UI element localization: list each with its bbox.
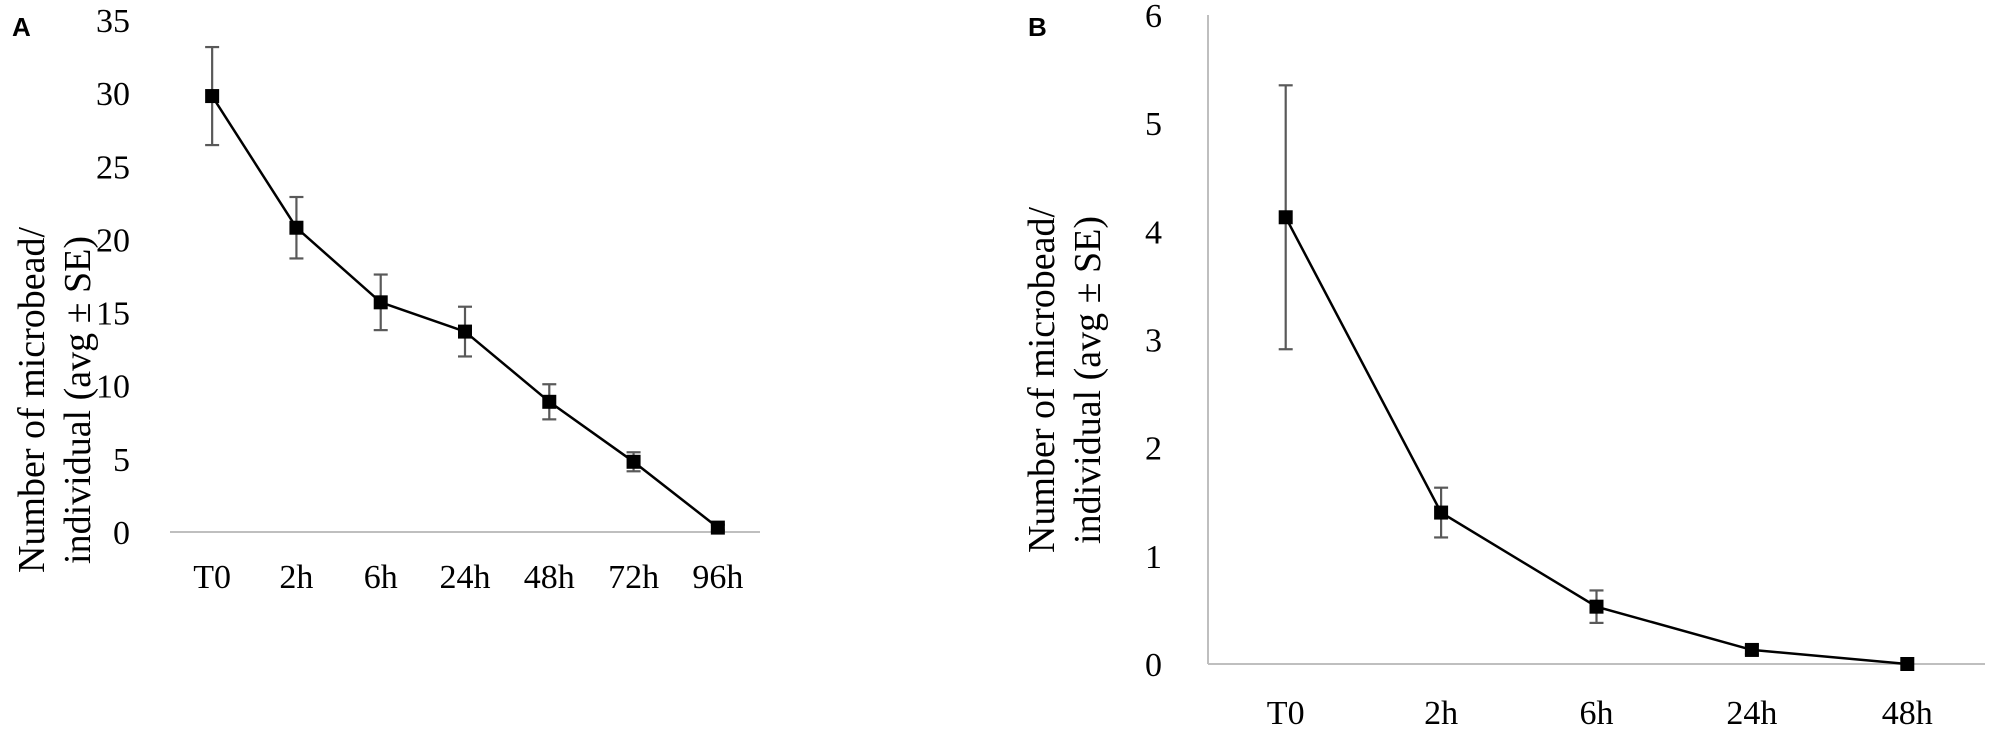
y-tick-label: 6	[1145, 0, 1162, 35]
y-tick-label: 4	[1145, 214, 1162, 251]
x-tick-label: 72h	[608, 559, 659, 596]
panel-label-b: B	[1028, 12, 1047, 42]
data-point	[1744, 642, 1759, 657]
y-tick-label: 20	[96, 222, 130, 259]
data-point	[373, 295, 388, 310]
y-axis-title-line1: Number of microbead/	[11, 227, 53, 574]
data-point	[542, 394, 557, 409]
error-bars	[205, 45, 725, 532]
y-axis-title-line2: individual (avg ± SE)	[57, 236, 99, 564]
data-point	[289, 220, 304, 235]
x-tick-label: 24h	[440, 559, 491, 596]
x-tick-label: 6h	[364, 559, 398, 596]
data-markers	[1278, 210, 1915, 671]
panel-label-a: A	[12, 12, 31, 42]
data-point	[1278, 210, 1293, 225]
data-point	[1434, 505, 1449, 520]
error-bars	[1278, 84, 1759, 656]
data-point	[1900, 657, 1915, 671]
x-tick-label: 6h	[1580, 695, 1614, 732]
y-axis-title-line1: Number of microbead/	[1021, 207, 1063, 554]
x-tick-label: 2h	[1424, 695, 1458, 732]
y-tick-label: 25	[96, 149, 130, 186]
y-tick-label: 10	[96, 369, 130, 406]
y-tick-label: 30	[96, 76, 130, 113]
y-tick-labels: 0 1 2 3 4 5 6	[1145, 0, 1162, 684]
y-tick-label: 0	[113, 515, 130, 552]
y-tick-label: 3	[1145, 323, 1162, 360]
x-tick-labels: T0 2h 6h 24h 48h 72h 96h	[193, 559, 743, 596]
y-tick-label: 5	[113, 442, 130, 479]
y-tick-labels: 0 5 10 15 20 25 30 35	[96, 3, 130, 552]
y-tick-label: 15	[96, 296, 130, 333]
x-tick-label: 48h	[524, 559, 575, 596]
data-point	[626, 454, 641, 469]
x-tick-label: 48h	[1882, 695, 1933, 732]
x-tick-label: 2h	[279, 559, 313, 596]
panel-a: A Number of microbead/ individual (avg ±…	[11, 3, 760, 596]
data-markers	[205, 89, 725, 535]
x-tick-label: T0	[193, 559, 231, 596]
panel-b: B Number of microbead/ individual (avg ±…	[1021, 0, 1985, 732]
x-tick-label: 24h	[1726, 695, 1777, 732]
y-tick-label: 0	[1145, 647, 1162, 684]
y-tick-label: 2	[1145, 431, 1162, 468]
y-tick-label: 5	[1145, 106, 1162, 143]
x-tick-labels: T0 2h 6h 24h 48h	[1267, 695, 1933, 732]
x-tick-label: T0	[1267, 695, 1305, 732]
y-tick-label: 35	[96, 3, 130, 40]
x-tick-label: 96h	[692, 559, 743, 596]
y-axis-title-line2: individual (avg ± SE)	[1067, 216, 1109, 544]
y-tick-label: 1	[1145, 539, 1162, 576]
data-point	[710, 520, 725, 535]
data-point	[1589, 599, 1604, 614]
data-point	[205, 89, 220, 104]
data-point	[458, 324, 472, 339]
